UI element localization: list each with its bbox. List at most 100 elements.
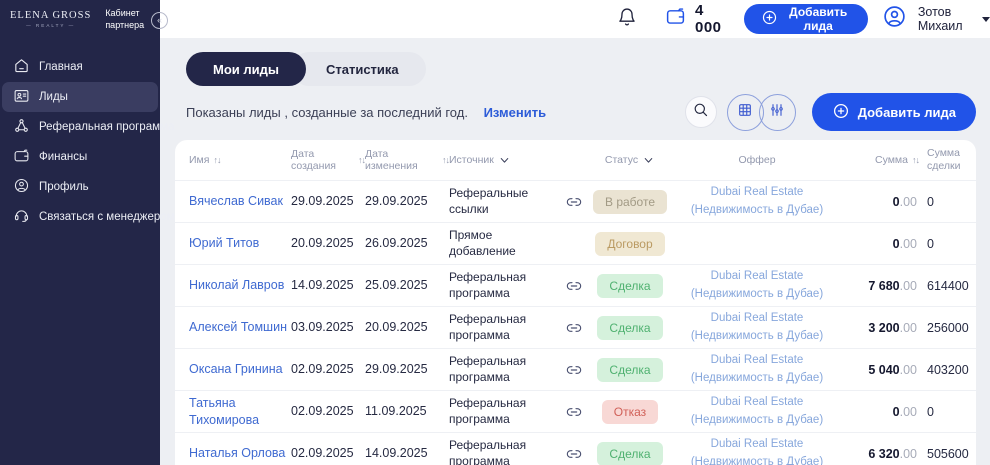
source-cell: Реферальные ссылки bbox=[449, 185, 529, 216]
plus-circle-icon bbox=[761, 9, 778, 29]
sum-fraction: .00 bbox=[899, 362, 917, 377]
deal-sum-cell: 403200 bbox=[927, 362, 969, 377]
sum-integer: 0 bbox=[892, 194, 900, 209]
source-cell: Реферальная программа bbox=[449, 311, 527, 342]
topbar: 4 000 Добавить лида Зотов Михаил bbox=[160, 0, 990, 38]
sum-fraction: .00 bbox=[899, 194, 917, 209]
source-link-icon[interactable] bbox=[561, 194, 587, 210]
search-button[interactable] bbox=[684, 96, 717, 128]
deal-sum-cell: 0 bbox=[927, 236, 934, 251]
sidebar-item-referral[interactable]: Реферальная программа bbox=[0, 112, 174, 142]
lead-name-link[interactable]: Вячеслав Сивак bbox=[189, 194, 283, 209]
deal-sum-cell: 505600 bbox=[927, 446, 969, 461]
sum-fraction: .00 bbox=[899, 278, 917, 293]
filter-change-link[interactable]: Изменить bbox=[483, 104, 547, 120]
sidebar-item-profile[interactable]: Профиль bbox=[0, 172, 160, 202]
sum-integer: 7 680 bbox=[868, 278, 900, 293]
column-header-offer: Оффер bbox=[738, 154, 776, 166]
tab-label: Статистика bbox=[325, 61, 399, 77]
sum-cell: 6 320.00 bbox=[841, 447, 919, 461]
offer-link[interactable]: Dubai Real Estate (Недвижимость в Дубае) bbox=[690, 438, 824, 465]
sort-icon[interactable]: ↑↓ bbox=[912, 155, 920, 165]
sum-fraction: .00 bbox=[899, 320, 917, 335]
sliders-icon bbox=[769, 102, 785, 123]
offer-link[interactable]: Dubai Real Estate (Недвижимость в Дубае) bbox=[690, 186, 824, 216]
sum-integer: 0 bbox=[892, 404, 900, 419]
sum-cell: 0.00 bbox=[841, 195, 919, 209]
profile-menu[interactable]: Зотов Михаил bbox=[882, 4, 990, 34]
deal-sum-cell: 614400 bbox=[927, 278, 969, 293]
sort-icon[interactable]: ↑↓ bbox=[358, 155, 366, 165]
tabs: Мои лиды Статистика bbox=[186, 52, 990, 86]
tab-statistics[interactable]: Статистика bbox=[291, 52, 426, 86]
headset-icon bbox=[13, 207, 30, 227]
lead-name-link[interactable]: Наталья Орлова bbox=[189, 446, 286, 461]
offer-link[interactable]: Dubai Real Estate (Недвижимость в Дубае) bbox=[690, 396, 824, 426]
column-header-name[interactable]: Имя ↑↓ bbox=[189, 154, 221, 166]
source-link-icon[interactable] bbox=[561, 320, 587, 336]
source-link-icon[interactable] bbox=[561, 278, 587, 294]
created-date-cell: 02.09.2025 bbox=[291, 362, 354, 377]
lead-name-link[interactable]: Оксана Гринина bbox=[189, 362, 283, 377]
modified-date-cell: 11.09.2025 bbox=[365, 404, 427, 419]
wallet-icon bbox=[13, 147, 30, 167]
column-header-modified[interactable]: Дата изменения ↑↓ bbox=[365, 148, 450, 172]
balance-widget[interactable]: 4 000 bbox=[665, 2, 722, 36]
lead-name-link[interactable]: Юрий Титов bbox=[189, 236, 260, 251]
sidebar-item-label: Реферальная программа bbox=[39, 121, 175, 133]
sum-cell: 7 680.00 bbox=[841, 279, 919, 293]
column-header-sum[interactable]: Сумма ↑↓ bbox=[875, 154, 920, 166]
source-cell: Реферальная программа bbox=[449, 269, 527, 300]
sidebar-item-label: Профиль bbox=[39, 181, 89, 193]
modified-date-cell: 29.09.2025 bbox=[365, 194, 428, 209]
wallet-icon bbox=[665, 6, 686, 32]
lead-name-link[interactable]: Татьяна Тихомирова bbox=[189, 396, 260, 427]
sum-integer: 3 200 bbox=[868, 320, 900, 335]
column-header-source[interactable]: Источник bbox=[449, 154, 587, 167]
sum-cell: 5 040.00 bbox=[841, 363, 919, 377]
status-badge: Сделка bbox=[597, 315, 663, 340]
status-badge: Отказ bbox=[601, 399, 659, 424]
chevron-down-icon[interactable] bbox=[498, 154, 511, 167]
offer-link[interactable]: Dubai Real Estate (Недвижимость в Дубае) bbox=[690, 354, 824, 384]
leads-table-card: Имя ↑↓ Дата создания ↑↓ Дата изменения ↑↓ И… bbox=[175, 140, 976, 465]
offer-link[interactable]: Dubai Real Estate (Недвижимость в Дубае) bbox=[690, 270, 824, 300]
status-badge: Сделка bbox=[597, 273, 663, 298]
source-link-icon[interactable] bbox=[561, 404, 587, 420]
column-header-created[interactable]: Дата создания ↑↓ bbox=[291, 148, 366, 172]
main-content: Мои лиды Статистика Показаны лиды , созд… bbox=[160, 38, 990, 465]
chevron-down-icon[interactable] bbox=[642, 154, 655, 167]
sidebar-item-home[interactable]: Главная bbox=[0, 52, 160, 82]
sort-icon[interactable]: ↑↓ bbox=[442, 155, 450, 165]
column-header-status[interactable]: Статус bbox=[587, 154, 673, 167]
lead-name-link[interactable]: Николай Лавров bbox=[189, 278, 285, 293]
modified-date-cell: 20.09.2025 bbox=[365, 320, 428, 335]
table-grid-icon bbox=[737, 102, 753, 123]
sort-icon[interactable]: ↑↓ bbox=[213, 155, 221, 165]
table-controls: Добавить лида bbox=[684, 93, 976, 131]
filters-button[interactable] bbox=[758, 93, 796, 131]
table-body: Вячеслав Сивак 29.09.2025 29.09.2025 Реф… bbox=[175, 180, 976, 465]
leads-icon bbox=[13, 87, 30, 107]
created-date-cell: 14.09.2025 bbox=[291, 278, 354, 293]
sidebar-item-leads[interactable]: Лиды bbox=[2, 82, 158, 112]
add-lead-button-toolbar[interactable]: Добавить лида bbox=[811, 93, 976, 131]
avatar-icon bbox=[882, 4, 907, 34]
sidebar-collapse-button[interactable]: « bbox=[151, 11, 169, 29]
source-link-icon[interactable] bbox=[561, 446, 587, 462]
notifications-button[interactable] bbox=[617, 7, 637, 32]
status-badge: В работе bbox=[592, 189, 667, 214]
created-date-cell: 29.09.2025 bbox=[291, 194, 354, 209]
offer-link[interactable]: Dubai Real Estate (Недвижимость в Дубае) bbox=[690, 312, 824, 342]
lead-name-link[interactable]: Алексей Томшин bbox=[189, 320, 287, 335]
user-name: Зотов Михаил bbox=[917, 5, 963, 33]
sidebar-item-contact-manager[interactable]: Связаться с менеджером bbox=[0, 202, 175, 232]
table-row: Татьяна Тихомирова 02.09.2025 11.09.2025… bbox=[175, 390, 976, 432]
sidebar-item-label: Связаться с менеджером bbox=[39, 211, 175, 223]
sidebar-item-finances[interactable]: Финансы bbox=[0, 142, 160, 172]
modified-date-cell: 14.09.2025 bbox=[365, 446, 428, 461]
tab-my-leads[interactable]: Мои лиды bbox=[186, 52, 306, 86]
table-header-row: Имя ↑↓ Дата создания ↑↓ Дата изменения ↑↓ И… bbox=[175, 140, 976, 180]
add-lead-button-topbar[interactable]: Добавить лида bbox=[743, 4, 868, 34]
source-link-icon[interactable] bbox=[561, 362, 587, 378]
